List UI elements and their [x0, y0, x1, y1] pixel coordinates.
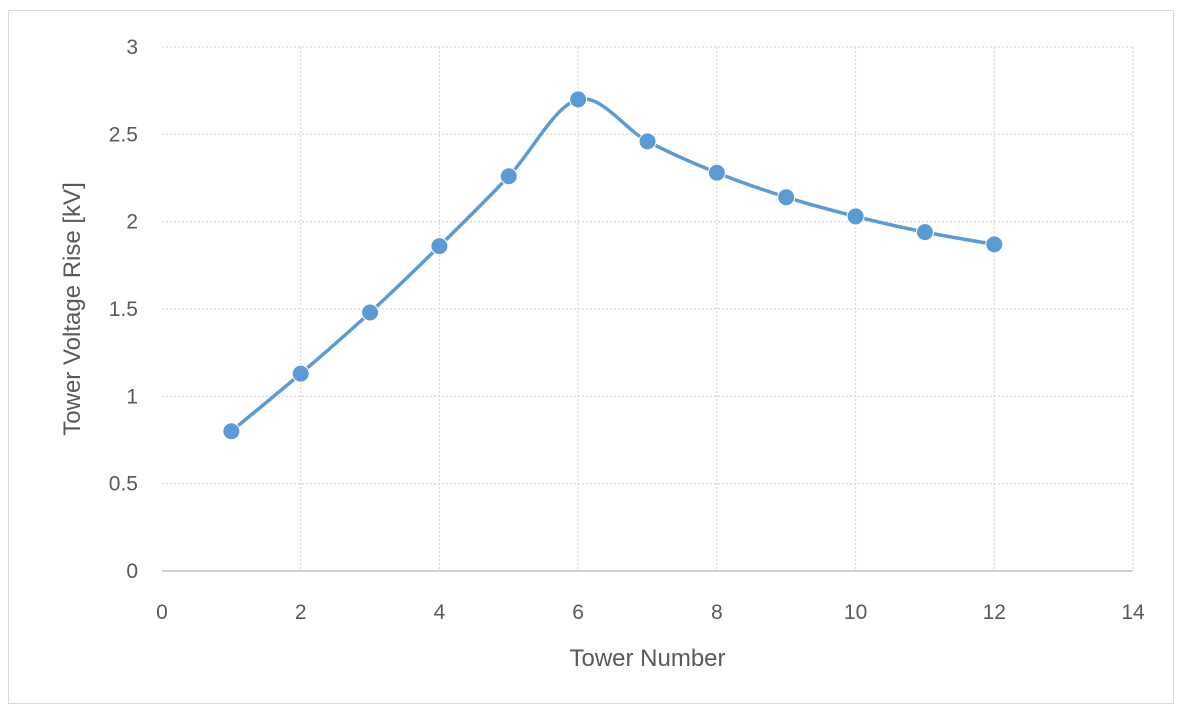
- x-tick-label: 12: [983, 601, 1006, 624]
- data-point-marker: [430, 237, 449, 256]
- chart-frame: [8, 10, 1174, 704]
- series-line: [229, 97, 997, 434]
- y-axis-title: Tower Voltage Rise [kV]: [59, 182, 86, 435]
- x-axis-title: Tower Number: [569, 645, 725, 672]
- data-point-marker: [846, 207, 865, 226]
- tick-labels: 0 2 4 6 8 10 12 14 0 0.5 1 1.5 2 2.5 3: [109, 36, 1145, 624]
- x-tick-label: 4: [434, 601, 446, 624]
- data-point-marker: [777, 188, 796, 207]
- y-tick-label: 0.5: [109, 473, 138, 496]
- y-tick-label: 2.5: [109, 123, 138, 146]
- data-point-marker: [291, 364, 310, 383]
- data-point-marker: [915, 223, 934, 242]
- data-point-marker: [985, 235, 1004, 254]
- y-tick-label: 3: [126, 36, 138, 59]
- x-tick-label: 2: [295, 601, 307, 624]
- data-point-marker: [361, 303, 380, 322]
- data-point-marker: [499, 167, 518, 186]
- gridlines: [162, 46, 1134, 571]
- y-tick-label: 0: [126, 560, 138, 583]
- series-layer: [222, 90, 1004, 441]
- x-tick-label: 14: [1121, 601, 1145, 624]
- data-point-marker: [638, 132, 657, 151]
- x-tick-label: 6: [572, 601, 584, 624]
- y-tick-label: 1: [126, 385, 138, 408]
- y-tick-label: 2: [126, 211, 138, 234]
- data-point-marker: [707, 163, 726, 182]
- data-point-marker: [569, 90, 588, 109]
- y-tick-label: 1.5: [109, 298, 138, 321]
- x-tick-label: 0: [156, 601, 168, 624]
- x-tick-label: 8: [711, 601, 723, 624]
- x-tick-label: 10: [844, 601, 867, 624]
- data-point-marker: [222, 422, 241, 441]
